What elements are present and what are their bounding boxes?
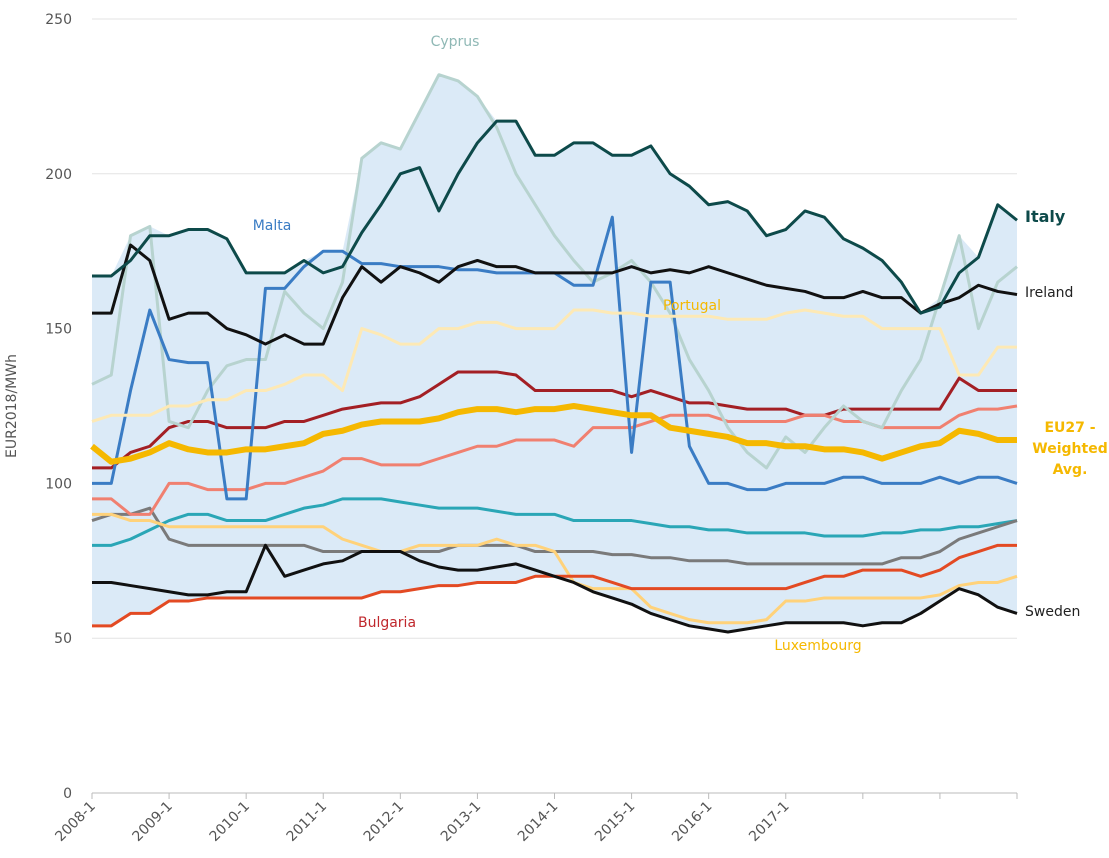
x-tick-label: 2012-1 xyxy=(361,799,407,845)
y-tick-label: 250 xyxy=(45,12,72,28)
y-tick-label: 100 xyxy=(45,476,72,492)
series-label: EU27 - Weighted Avg. xyxy=(1032,420,1108,478)
series-line xyxy=(90,403,1017,465)
x-tick-label: 2015-1 xyxy=(592,799,638,845)
y-tick-label: 200 xyxy=(45,167,72,183)
series-label: Bulgaria xyxy=(358,615,416,631)
x-tick-label: 2009-1 xyxy=(130,799,176,845)
series-line xyxy=(91,308,1017,423)
series-label: Ireland xyxy=(1025,285,1073,301)
series-label: Luxembourg xyxy=(774,638,861,654)
series-line xyxy=(92,512,1018,625)
series-line xyxy=(92,243,1018,346)
x-tick-label: 2016-1 xyxy=(669,799,715,845)
y-axis-title: EUR2018/MWh xyxy=(4,354,20,458)
x-tick-label: 2017-1 xyxy=(746,799,792,845)
series-label: Portugal xyxy=(663,298,721,314)
x-tick-label: 2011-1 xyxy=(284,799,330,845)
x-tick-label: 2013-1 xyxy=(438,799,484,845)
y-tick-label: 0 xyxy=(63,786,72,802)
series-line xyxy=(92,497,1018,547)
series-line xyxy=(91,73,1018,470)
series-label: Italy xyxy=(1025,207,1066,226)
range-band xyxy=(92,74,1017,633)
x-tick-label: 2008-1 xyxy=(52,799,98,845)
series-line xyxy=(92,370,1017,470)
series-line xyxy=(92,119,1018,315)
series-line xyxy=(92,543,1018,634)
series-label: Cyprus xyxy=(431,34,480,50)
series-label: Malta xyxy=(253,218,292,234)
y-tick-label: 50 xyxy=(54,631,72,647)
x-tick-label: 2014-1 xyxy=(515,799,561,845)
x-tick-label: 2010-1 xyxy=(207,799,253,845)
series-label: Sweden xyxy=(1025,604,1080,620)
y-tick-label: 150 xyxy=(45,322,72,338)
